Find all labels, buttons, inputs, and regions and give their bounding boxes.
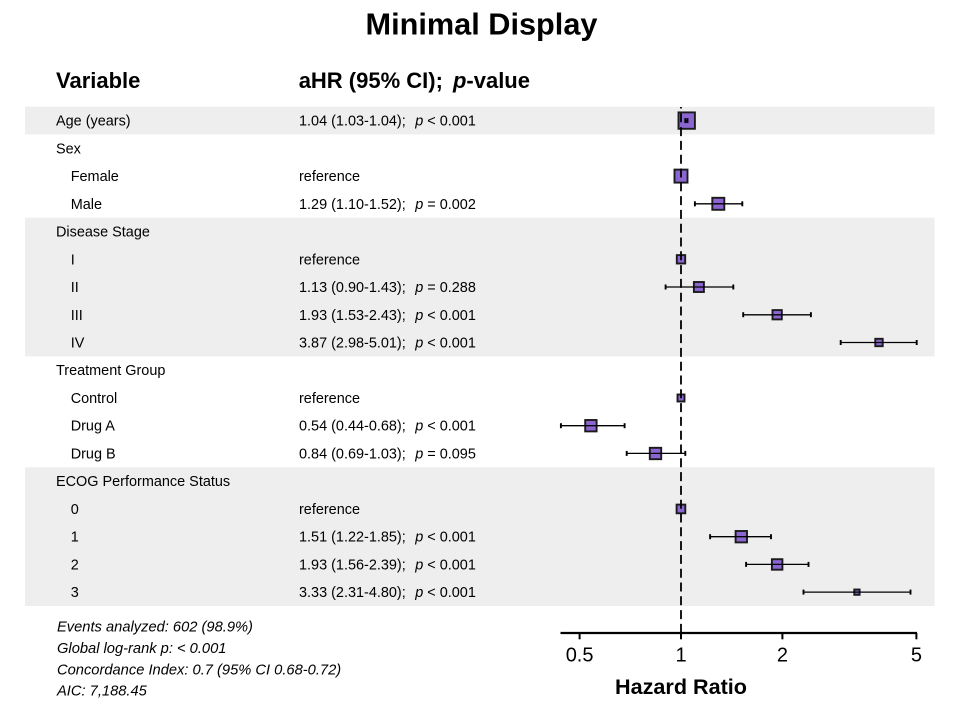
svg-text:I: I	[71, 252, 75, 268]
svg-text:Sex: Sex	[56, 141, 82, 157]
svg-text:5: 5	[911, 644, 922, 666]
svg-text:ECOG Performance Status: ECOG Performance Status	[56, 474, 230, 490]
svg-text:IV: IV	[71, 336, 85, 352]
svg-text:Control: Control	[71, 391, 118, 407]
svg-text:1.93 (1.56-2.39);p < 0.001: 1.93 (1.56-2.39); p < 0.001	[299, 557, 476, 573]
svg-text:1.29 (1.10-1.52);p = 0.002: 1.29 (1.10-1.52); p = 0.002	[299, 197, 476, 213]
svg-text:0.5: 0.5	[566, 644, 594, 666]
svg-text:Drug B: Drug B	[71, 446, 116, 462]
svg-text:1.04 (1.03-1.04);p < 0.001: 1.04 (1.03-1.04); p < 0.001	[299, 114, 476, 130]
svg-text:aHR (95% CI);p-value: aHR (95% CI); p-value	[299, 68, 530, 93]
svg-text:3.87 (2.98-5.01);p < 0.001: 3.87 (2.98-5.01); p < 0.001	[299, 336, 476, 352]
svg-text:Drug A: Drug A	[71, 419, 116, 435]
svg-text:1.13 (0.90-1.43);p = 0.288: 1.13 (0.90-1.43); p = 0.288	[299, 280, 476, 296]
svg-text:1.51 (1.22-1.85);p < 0.001: 1.51 (1.22-1.85); p < 0.001	[299, 530, 476, 546]
svg-text:1: 1	[71, 530, 79, 546]
svg-text:2: 2	[71, 557, 79, 573]
svg-text:0.84 (0.69-1.03);p = 0.095: 0.84 (0.69-1.03); p = 0.095	[299, 446, 476, 462]
svg-text:II: II	[71, 280, 79, 296]
svg-text:Age (years): Age (years)	[56, 114, 131, 130]
svg-text:0: 0	[71, 502, 79, 518]
svg-text:Male: Male	[71, 197, 102, 213]
svg-text:Global log-rank p: < 0.001: Global log-rank p: < 0.001	[57, 641, 226, 657]
svg-text:reference: reference	[299, 169, 360, 185]
svg-text:reference: reference	[299, 502, 360, 518]
svg-text:Female: Female	[71, 169, 119, 185]
svg-text:0.54 (0.44-0.68);p < 0.001: 0.54 (0.44-0.68); p < 0.001	[299, 419, 476, 435]
svg-text:3: 3	[71, 585, 79, 601]
svg-text:2: 2	[777, 644, 788, 666]
svg-text:reference: reference	[299, 252, 360, 268]
svg-text:reference: reference	[299, 391, 360, 407]
svg-text:Treatment Group: Treatment Group	[56, 363, 165, 379]
svg-text:Events analyzed: 602 (98.9%): Events analyzed: 602 (98.9%)	[57, 620, 253, 636]
svg-text:AIC: 7,188.45: AIC: 7,188.45	[56, 684, 148, 700]
svg-text:Concordance Index: 0.7 (95% CI: Concordance Index: 0.7 (95% CI 0.68-0.72…	[57, 662, 341, 678]
svg-text:1.93 (1.53-2.43);p < 0.001: 1.93 (1.53-2.43); p < 0.001	[299, 308, 476, 324]
svg-text:Disease Stage: Disease Stage	[56, 225, 150, 241]
svg-text:Variable: Variable	[56, 68, 140, 93]
svg-text:3.33 (2.31-4.80);p < 0.001: 3.33 (2.31-4.80); p < 0.001	[299, 585, 476, 601]
svg-text:Minimal Display: Minimal Display	[366, 7, 598, 42]
svg-text:III: III	[71, 308, 83, 324]
svg-text:1: 1	[675, 644, 686, 666]
svg-text:Hazard Ratio: Hazard Ratio	[615, 674, 747, 699]
